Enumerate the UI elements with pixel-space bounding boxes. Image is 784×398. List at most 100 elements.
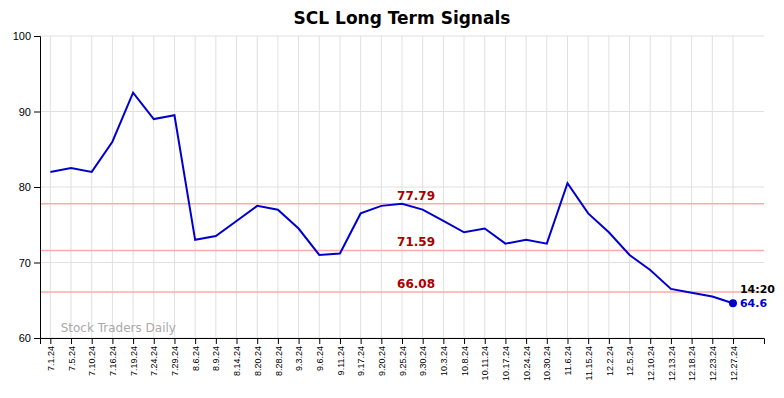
tick: 10.24.24: [522, 338, 532, 381]
tick: 10.17.24: [501, 338, 511, 381]
tick: 9.6.24: [315, 338, 325, 371]
tick-mark: [630, 338, 631, 344]
tick-label: 7.24.24: [149, 346, 159, 376]
tick-label: 11.6.24: [563, 346, 573, 375]
tick: 12.10.24: [646, 338, 656, 381]
tick: 8.14.24: [232, 338, 242, 376]
tick: 7.10.24: [87, 338, 97, 376]
tick-label: 10.24.24: [522, 346, 532, 381]
annotation: 14:20: [740, 283, 775, 296]
tick-label: 11.15.24: [584, 346, 594, 380]
tick-mark: [402, 338, 403, 344]
tick-label: 60: [19, 332, 31, 344]
tick-mark: [423, 338, 424, 344]
tick-mark: [278, 338, 279, 344]
tick: 10.11.24: [480, 338, 490, 380]
tick-mark: [443, 338, 444, 344]
tick-mark: [34, 263, 40, 264]
tick-mark: [133, 338, 134, 344]
tick-mark: [505, 338, 506, 344]
tick: 9.11.24: [336, 338, 346, 375]
chart: 607080901007.1.247.5.247.10.247.16.247.1…: [0, 0, 784, 398]
reference-label: 71.59: [397, 235, 435, 249]
tick-mark: [547, 338, 548, 344]
annotation: 64.6: [740, 297, 767, 310]
tick-mark: [733, 338, 734, 344]
tick-mark: [712, 338, 713, 344]
tick-mark: [34, 187, 40, 188]
tick: 7.19.24: [129, 338, 139, 376]
tick-label: 10.30.24: [542, 346, 552, 381]
tick-label: 10.17.24: [501, 346, 511, 381]
tick-label: 12.27.24: [729, 346, 739, 381]
tick-mark: [195, 338, 196, 344]
tick: 9.3.24: [294, 338, 304, 371]
tick-label: 7.29.24: [170, 346, 180, 376]
tick-mark: [34, 36, 40, 37]
tick-mark: [464, 338, 465, 344]
reference-label: 66.08: [397, 277, 435, 291]
tick: 11.15.24: [584, 338, 594, 380]
tick-label: 8.9.24: [211, 346, 221, 371]
annotations: 77.7971.5966.0814:2064.6Stock Traders Da…: [61, 189, 776, 335]
title: SCL Long Term Signals: [294, 8, 511, 28]
tick: 100: [13, 30, 40, 42]
tick-label: 8.20.24: [253, 346, 263, 376]
tick-label: 10.3.24: [439, 346, 449, 376]
axis-line: [34, 37, 41, 339]
tick-mark: [692, 338, 693, 344]
tick-mark: [567, 338, 568, 344]
tick-mark: [650, 338, 651, 344]
tick-mark: [485, 338, 486, 344]
tick-mark: [50, 338, 51, 344]
tick: 12.2.24: [605, 338, 615, 376]
grid: [40, 36, 764, 338]
tick: 9.30.24: [418, 338, 428, 376]
x-axis: 7.1.24 7.5.24 7.10.24 7.16.24 7.19.24 7.24.24…: [41, 338, 765, 381]
tick: 8.20.24: [253, 338, 263, 376]
tick-mark: [340, 338, 341, 344]
tick: 70: [19, 257, 40, 269]
tick-label: 8.6.24: [191, 346, 201, 371]
tick-label: 80: [19, 181, 31, 193]
tick: 9.17.24: [356, 338, 366, 376]
tick-label: 12.23.24: [708, 346, 718, 381]
y-axis: 60708090100: [13, 30, 41, 344]
last-point: [729, 299, 737, 307]
tick: 10.8.24: [460, 338, 470, 376]
tick-mark: [34, 112, 40, 113]
tick-label: 9.20.24: [377, 346, 387, 376]
tick: 7.24.24: [149, 338, 159, 376]
tick-label: 12.13.24: [667, 346, 677, 381]
tick: 7.1.24: [46, 338, 56, 371]
tick: 12.18.24: [687, 338, 697, 381]
tick-label: 10.11.24: [480, 346, 490, 380]
tick-label: 12.5.24: [625, 346, 635, 376]
tick-mark: [154, 338, 155, 344]
reference-line: [40, 291, 764, 293]
tick: 9.25.24: [398, 338, 408, 376]
tick-mark: [71, 338, 72, 344]
tick: 11.6.24: [563, 338, 573, 375]
tick-label: 10.8.24: [460, 346, 470, 376]
tick-label: 7.16.24: [108, 346, 118, 376]
tick-mark: [237, 338, 238, 344]
tick: 12.5.24: [625, 338, 635, 376]
tick: 8.6.24: [191, 338, 201, 371]
watermark: Stock Traders Daily: [61, 321, 176, 335]
tick-mark: [92, 338, 93, 344]
tick-label: 9.17.24: [356, 346, 366, 376]
tick: 12.13.24: [667, 338, 677, 381]
tick-label: 9.25.24: [398, 346, 408, 376]
tick: 12.27.24: [729, 338, 739, 381]
tick: 7.16.24: [108, 338, 118, 376]
tick: 60: [19, 332, 40, 344]
tick: 7.5.24: [67, 338, 77, 371]
tick-label: 12.10.24: [646, 346, 656, 381]
tick-label: 8.28.24: [274, 346, 284, 376]
reference-line: [40, 250, 764, 252]
tick-label: 12.2.24: [605, 346, 615, 376]
tick-mark: [526, 338, 527, 344]
tick-mark: [609, 338, 610, 344]
tick-mark: [588, 338, 589, 344]
